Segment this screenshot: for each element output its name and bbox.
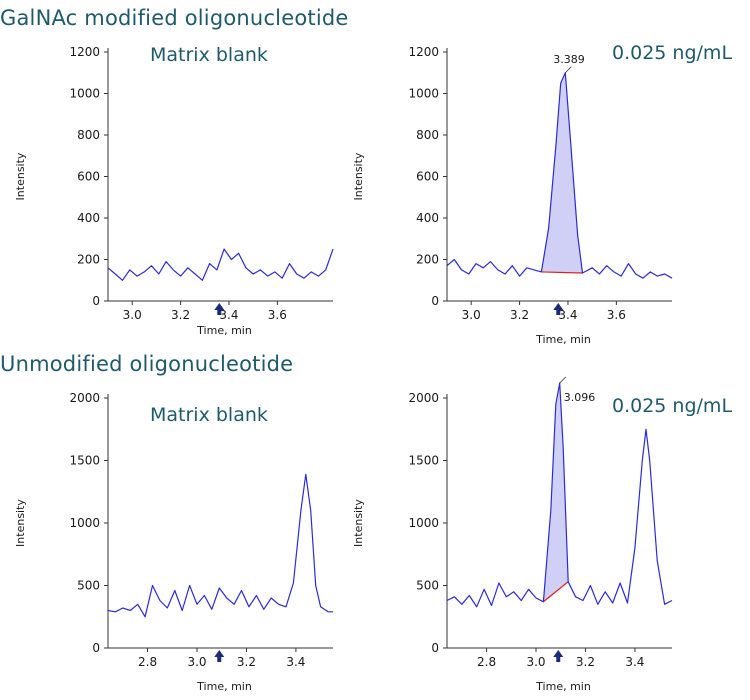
chart-galnac-blank: 0 200 400 600 800 1000 1200 3.0 3.2 3.4 3.6 Time, m… [14, 45, 334, 337]
matrix-blank-label-bottom: Matrix blank [150, 404, 268, 426]
peak-retention-label: 3.389 [553, 53, 585, 66]
y-tick-label: 1500 [69, 454, 100, 468]
y-tick-label: 0 [92, 641, 100, 655]
y-tick-label: 200 [416, 253, 439, 267]
retention-marker-arrow-icon [553, 650, 564, 662]
chromatogram-trace [107, 248, 334, 281]
y-tick-label: 1500 [408, 454, 439, 468]
y-tick-label: 500 [416, 579, 439, 593]
y-tick-label: 1200 [408, 45, 439, 59]
x-axis-label: Time, min [196, 324, 252, 337]
x-tick-label: 3.0 [462, 308, 481, 322]
y-tick-label: 1000 [69, 516, 100, 530]
peak-baseline [543, 581, 569, 603]
peak-label-leader [559, 376, 567, 384]
y-tick-label: 2000 [408, 391, 439, 405]
y-tick-label: 400 [416, 211, 439, 225]
retention-marker-arrow-icon [553, 303, 564, 315]
y-tick-label: 600 [77, 170, 100, 184]
x-tick-label: 3.4 [286, 655, 305, 669]
y-axis-label: Intensity [14, 499, 27, 547]
y-tick-label: 0 [431, 641, 439, 655]
y-axis-label: Intensity [14, 152, 27, 200]
y-tick-label: 800 [77, 128, 100, 142]
y-tick-label: 500 [77, 579, 100, 593]
concentration-label-bottom: 0.025 ng/mL [612, 395, 733, 417]
x-axis-label: Time, min [535, 333, 591, 346]
y-tick-label: 2000 [69, 391, 100, 405]
retention-marker-arrow-icon [214, 650, 225, 662]
x-axis-label: Time, min [535, 680, 591, 693]
x-tick-label: 3.0 [526, 655, 545, 669]
x-tick-label: 3.4 [625, 655, 644, 669]
peak-label-leader [565, 66, 572, 74]
peak-area [541, 72, 583, 273]
y-tick-label: 1200 [69, 45, 100, 59]
x-tick-label: 3.6 [268, 308, 287, 322]
concentration-label-top: 0.025 ng/mL [612, 42, 733, 64]
y-tick-label: 1000 [408, 516, 439, 530]
x-tick-label: 3.2 [237, 655, 256, 669]
chromatogram-trace [446, 382, 673, 608]
y-axis-label: Intensity [352, 499, 365, 547]
section-title-unmodified: Unmodified oligonucleotide [0, 352, 294, 376]
x-axis-label: Time, min [196, 680, 252, 693]
x-tick-label: 3.4 [558, 308, 577, 322]
y-tick-label: 0 [92, 294, 100, 308]
x-tick-label: 2.8 [138, 655, 157, 669]
y-tick-label: 1000 [408, 87, 439, 101]
chromatogram-trace [446, 72, 673, 279]
y-tick-label: 600 [416, 170, 439, 184]
matrix-blank-label-top: Matrix blank [150, 44, 268, 66]
x-tick-label: 2.8 [477, 655, 496, 669]
peak-area [543, 383, 569, 602]
y-tick-label: 800 [416, 128, 439, 142]
chromatogram-trace [107, 473, 333, 618]
x-tick-label: 3.2 [576, 655, 595, 669]
x-tick-label: 3.4 [219, 308, 238, 322]
y-tick-label: 1000 [69, 87, 100, 101]
section-title-galnac: GalNAc modified oligonucleotide [0, 6, 349, 30]
peak-retention-label: 3.096 [564, 391, 596, 404]
y-axis-label: Intensity [352, 152, 365, 200]
chart-unmod-sample: 0 500 1000 1500 2000 2.8 3.0 3.2 3.4 Time, min Int… [352, 376, 673, 693]
y-tick-label: 400 [77, 211, 100, 225]
x-tick-label: 3.0 [123, 308, 142, 322]
x-tick-label: 3.2 [171, 308, 190, 322]
peak-baseline [541, 271, 583, 274]
x-tick-label: 3.6 [607, 308, 626, 322]
x-tick-label: 3.2 [510, 308, 529, 322]
y-tick-label: 0 [431, 294, 439, 308]
chart-unmod-blank: 0 500 1000 1500 2000 2.8 3.0 3.2 3.4 Time, min Int… [14, 391, 333, 693]
retention-marker-arrow-icon [214, 303, 225, 315]
chart-galnac-sample: 0 200 400 600 800 1000 1200 3.0 3.2 3.4 3.6 Time, m… [352, 45, 673, 346]
x-tick-label: 3.0 [187, 655, 206, 669]
y-tick-label: 200 [77, 253, 100, 267]
